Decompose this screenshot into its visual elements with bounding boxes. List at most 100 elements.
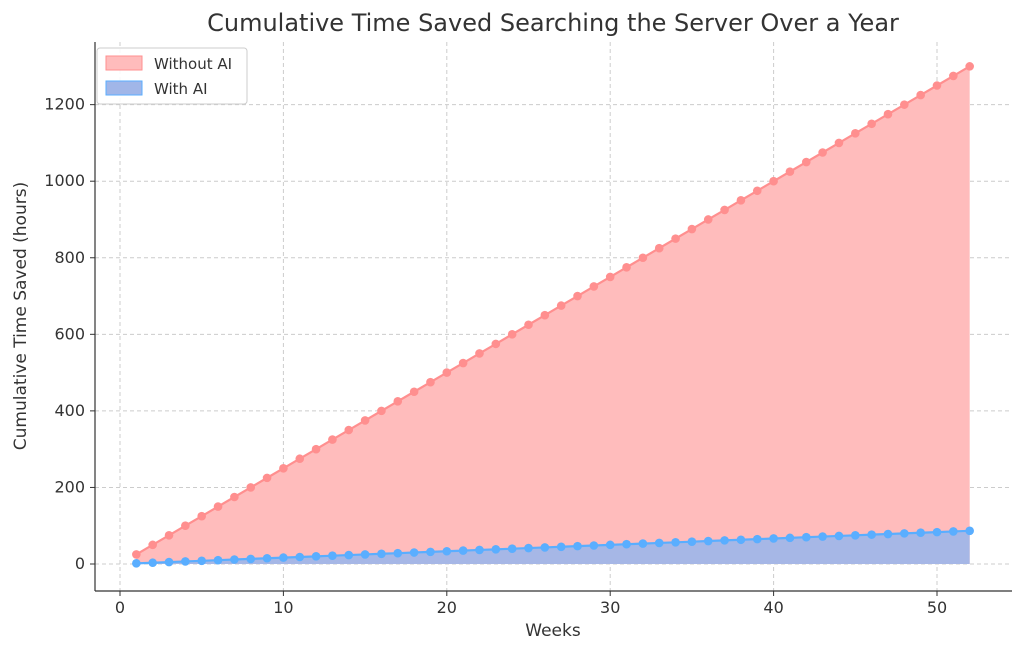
- point-with-ai: [851, 530, 860, 540]
- point-without-ai: [818, 148, 827, 157]
- point-without-ai: [377, 406, 386, 416]
- y-tick-label: 1200: [44, 95, 85, 114]
- point-with-ai: [311, 552, 321, 561]
- point-with-ai: [475, 545, 484, 555]
- point-with-ai: [393, 548, 403, 558]
- point-with-ai: [442, 546, 452, 556]
- point-with-ai: [900, 529, 909, 538]
- point-with-ai: [181, 557, 190, 566]
- point-with-ai: [801, 532, 811, 542]
- area-without-ai: [136, 66, 970, 565]
- point-without-ai: [622, 263, 631, 272]
- point-without-ai: [181, 521, 190, 531]
- point-without-ai: [965, 62, 974, 71]
- point-with-ai: [295, 552, 305, 562]
- x-tick-label: 10: [273, 598, 293, 617]
- point-without-ai: [949, 71, 958, 81]
- tick-labels: 0 10 20 30 40 50 0 200 400 600 800 1000 1200: [44, 95, 947, 617]
- point-with-ai: [785, 533, 795, 543]
- point-without-ai: [344, 425, 354, 435]
- chart-title: Cumulative Time Saved Searching the Serv…: [207, 9, 899, 37]
- point-without-ai: [769, 176, 778, 186]
- point-with-ai: [589, 541, 599, 550]
- x-tick-label: 0: [115, 598, 125, 617]
- point-without-ai: [589, 282, 599, 291]
- point-with-ai: [164, 557, 174, 567]
- legend-swatch-without-ai: [105, 55, 143, 71]
- point-without-ai: [932, 81, 942, 90]
- legend-label-without-ai: Without AI: [154, 55, 232, 73]
- point-with-ai: [703, 536, 713, 546]
- point-without-ai: [197, 511, 206, 521]
- point-without-ai: [279, 464, 288, 473]
- y-tick-label: 0: [75, 554, 85, 573]
- x-tick-label: 40: [763, 598, 783, 617]
- point-with-ai: [491, 545, 501, 554]
- point-without-ai: [752, 186, 762, 196]
- point-with-ai: [671, 537, 680, 547]
- x-tick-label: 50: [927, 598, 947, 617]
- y-tick-label: 1000: [44, 171, 85, 190]
- point-with-ai: [949, 527, 958, 536]
- point-without-ai: [900, 100, 909, 109]
- legend-label-with-ai: With AI: [154, 80, 208, 98]
- point-with-ai: [605, 540, 615, 550]
- point-without-ai: [605, 272, 615, 282]
- point-without-ai: [409, 387, 419, 397]
- point-with-ai: [540, 543, 550, 552]
- point-without-ai: [360, 416, 370, 425]
- point-without-ai: [148, 540, 157, 550]
- point-with-ai: [344, 550, 354, 560]
- point-without-ai: [230, 492, 239, 502]
- series-line-with-ai: [136, 529, 970, 565]
- point-with-ai: [769, 534, 778, 543]
- point-with-ai: [867, 530, 876, 539]
- point-with-ai: [426, 547, 435, 557]
- point-with-ai: [246, 554, 256, 564]
- point-without-ai: [132, 550, 141, 559]
- y-axis-label: Cumulative Time Saved (hours): [11, 182, 31, 450]
- point-without-ai: [801, 157, 811, 167]
- point-without-ai: [916, 90, 925, 100]
- area-layer: [136, 66, 970, 565]
- point-with-ai: [556, 542, 566, 552]
- point-without-ai: [785, 167, 795, 176]
- point-with-ai: [916, 528, 925, 538]
- point-without-ai: [671, 234, 680, 243]
- point-with-ai: [279, 553, 288, 562]
- y-tick-label: 600: [54, 324, 85, 343]
- point-with-ai: [622, 539, 631, 549]
- y-tick-label: 200: [54, 477, 85, 496]
- point-with-ai: [883, 529, 893, 539]
- point-with-ai: [132, 559, 141, 568]
- point-without-ai: [442, 368, 452, 377]
- point-with-ai: [377, 549, 386, 559]
- legend-swatch-with-ai: [105, 80, 143, 96]
- point-without-ai: [246, 483, 256, 492]
- point-with-ai: [965, 526, 974, 536]
- point-with-ai: [687, 537, 697, 546]
- y-tick-label: 400: [54, 401, 85, 420]
- series-line-without-ai: [135, 65, 971, 556]
- x-tick-label: 20: [437, 598, 457, 617]
- point-without-ai: [720, 205, 729, 215]
- point-with-ai: [834, 531, 844, 541]
- point-without-ai: [213, 502, 223, 511]
- point-with-ai: [148, 558, 157, 568]
- point-without-ai: [524, 320, 533, 330]
- point-without-ai: [311, 444, 321, 454]
- point-without-ai: [458, 358, 468, 368]
- point-with-ai: [507, 544, 517, 553]
- point-without-ai: [654, 243, 664, 253]
- point-without-ai: [556, 301, 566, 310]
- point-with-ai: [720, 536, 729, 545]
- point-without-ai: [393, 397, 403, 406]
- point-with-ai: [262, 553, 272, 563]
- point-without-ai: [164, 530, 174, 540]
- point-with-ai: [752, 534, 762, 544]
- point-without-ai: [491, 339, 501, 349]
- point-without-ai: [426, 377, 435, 387]
- point-without-ai: [851, 129, 860, 138]
- point-with-ai: [360, 550, 370, 559]
